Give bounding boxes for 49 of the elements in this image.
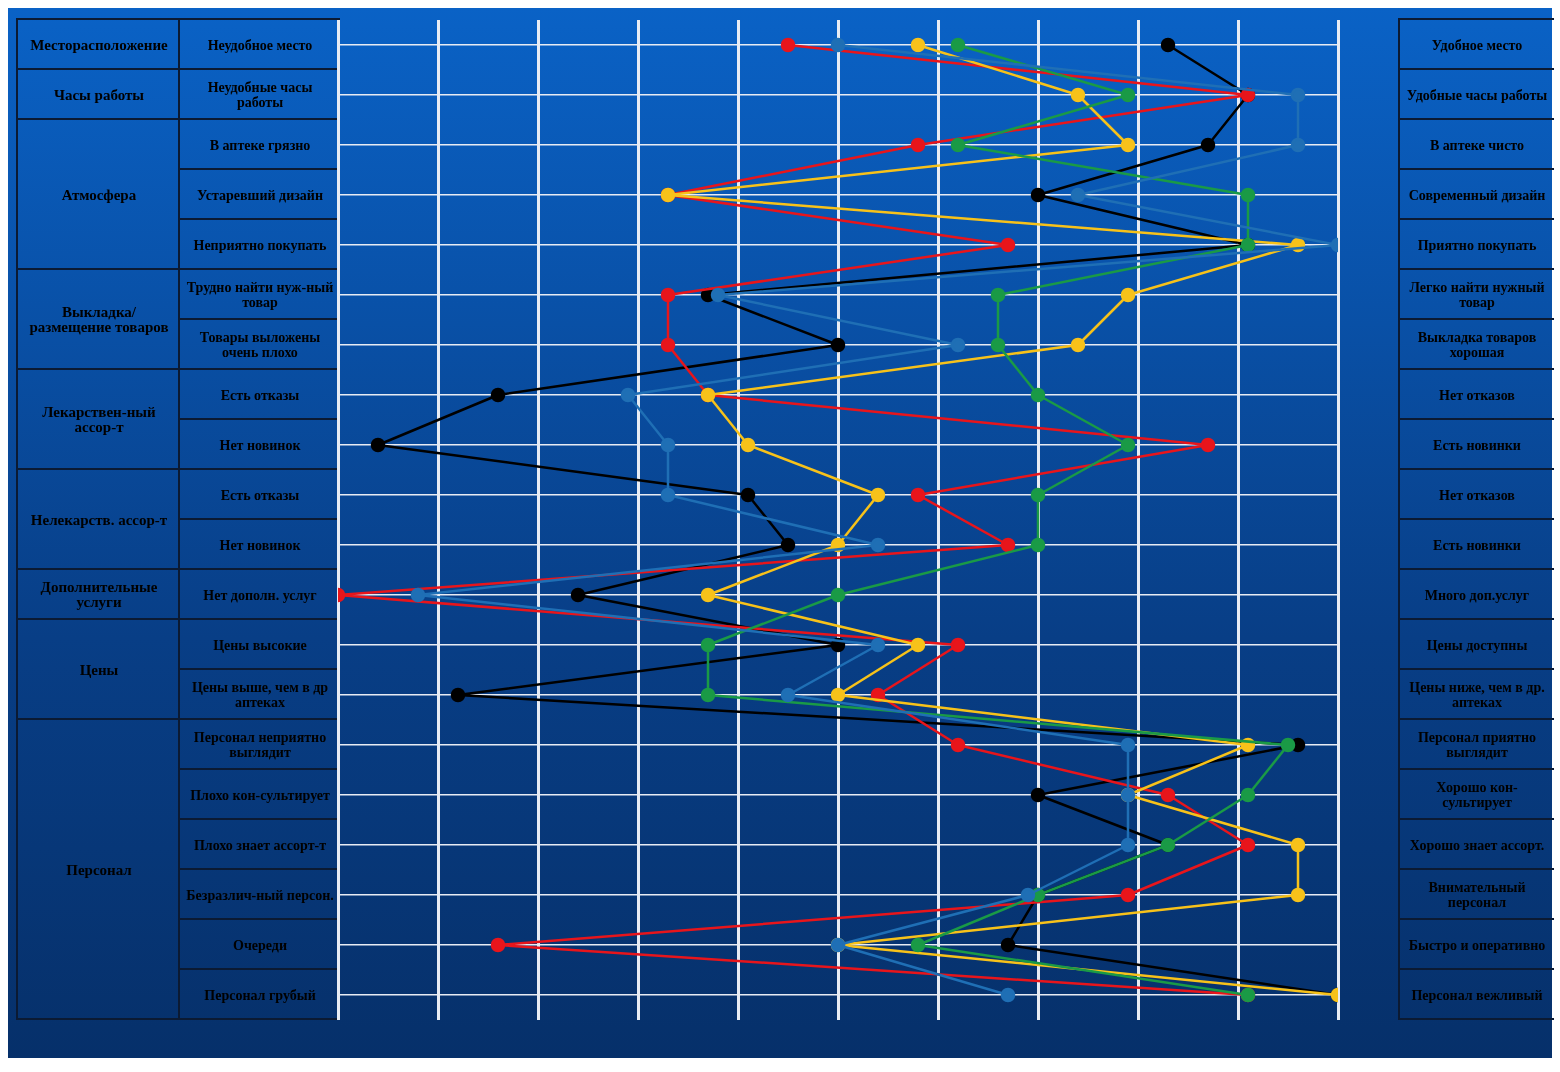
y2-tick-label: Быстро и оперативно: [1400, 920, 1554, 970]
y-tick-label: Плохо знает ассорт-т: [180, 820, 340, 870]
y2-tick-label: Легко найти нужный товар: [1400, 270, 1554, 320]
text: Цены: [18, 620, 180, 720]
y2-tick-label: Есть новинки: [1400, 520, 1554, 570]
y2-tick-label: Приятно покупать: [1400, 220, 1554, 270]
y-tick-label: Плохо кон-сультирует: [180, 770, 340, 820]
text: Атмосфера: [18, 120, 180, 270]
y2-tick-label: Удобные часы работы: [1400, 70, 1554, 120]
y-tick-label: Неудобные часы работы: [180, 70, 340, 120]
y2-tick-label: Есть новинки: [1400, 420, 1554, 470]
text: Месторасположение: [18, 20, 180, 70]
y-tick-label: Неудобное место: [180, 20, 340, 70]
text: Часы работы: [18, 70, 180, 120]
y2-tick-label: Современный дизайн: [1400, 170, 1554, 220]
y-tick-label: Цены высокие: [180, 620, 340, 670]
y2-tick-label: Выкладка товаров хорошая: [1400, 320, 1554, 370]
y-tick-label: Трудно найти нуж-ный товар: [180, 270, 340, 320]
y-tick-label: Персонал грубый: [180, 970, 340, 1020]
y-tick-label: Персонал неприятно выглядит: [180, 720, 340, 770]
text: Лекарствен-ный ассор-т: [18, 370, 180, 470]
y-tick-label: Устаревший дизайн: [180, 170, 340, 220]
y-tick-label: Нет новинок: [180, 420, 340, 470]
y-tick-label: Цены выше, чем в др аптеках: [180, 670, 340, 720]
y2-tick-label: В аптеке чисто: [1400, 120, 1554, 170]
y2-tick-label: Удобное место: [1400, 20, 1554, 70]
y-tick-label: В аптеке грязно: [180, 120, 340, 170]
text: Дополнительные услуги: [18, 570, 180, 620]
y-tick-label: Есть отказы: [180, 470, 340, 520]
y-tick-label: Безразлич-ный персон.: [180, 870, 340, 920]
y-tick-label: Есть отказы: [180, 370, 340, 420]
y2-tick-label: Персонал вежливый: [1400, 970, 1554, 1020]
y2-tick-label: Цены ниже, чем в др. аптеках: [1400, 670, 1554, 720]
y-tick-label: Неприятно покупать: [180, 220, 340, 270]
y2-tick-label: Хорошо кон-сультирует: [1400, 770, 1554, 820]
text: Персонал: [18, 720, 180, 1020]
text: Выкладка/ размещение товаров: [18, 270, 180, 370]
y2-tick-label: Нет отказов: [1400, 370, 1554, 420]
y2-tick-label: Хорошо знает ассорт.: [1400, 820, 1554, 870]
y2-tick-label: Внимательный персонал: [1400, 870, 1554, 920]
y-tick-label: Товары выложены очень плохо: [180, 320, 340, 370]
y2-tick-label: Персонал приятно выглядит: [1400, 720, 1554, 770]
y-tick-label: Нет новинок: [180, 520, 340, 570]
y-tick-label: Очереди: [180, 920, 340, 970]
y2-tick-label: Нет отказов: [1400, 470, 1554, 520]
y-tick-label: Нет дополн. услуг: [180, 570, 340, 620]
y2-tick-label: Много доп.услуг: [1400, 570, 1554, 620]
text: Нелекарств. ассор-т: [18, 470, 180, 570]
y2-tick-label: Цены доступны: [1400, 620, 1554, 670]
